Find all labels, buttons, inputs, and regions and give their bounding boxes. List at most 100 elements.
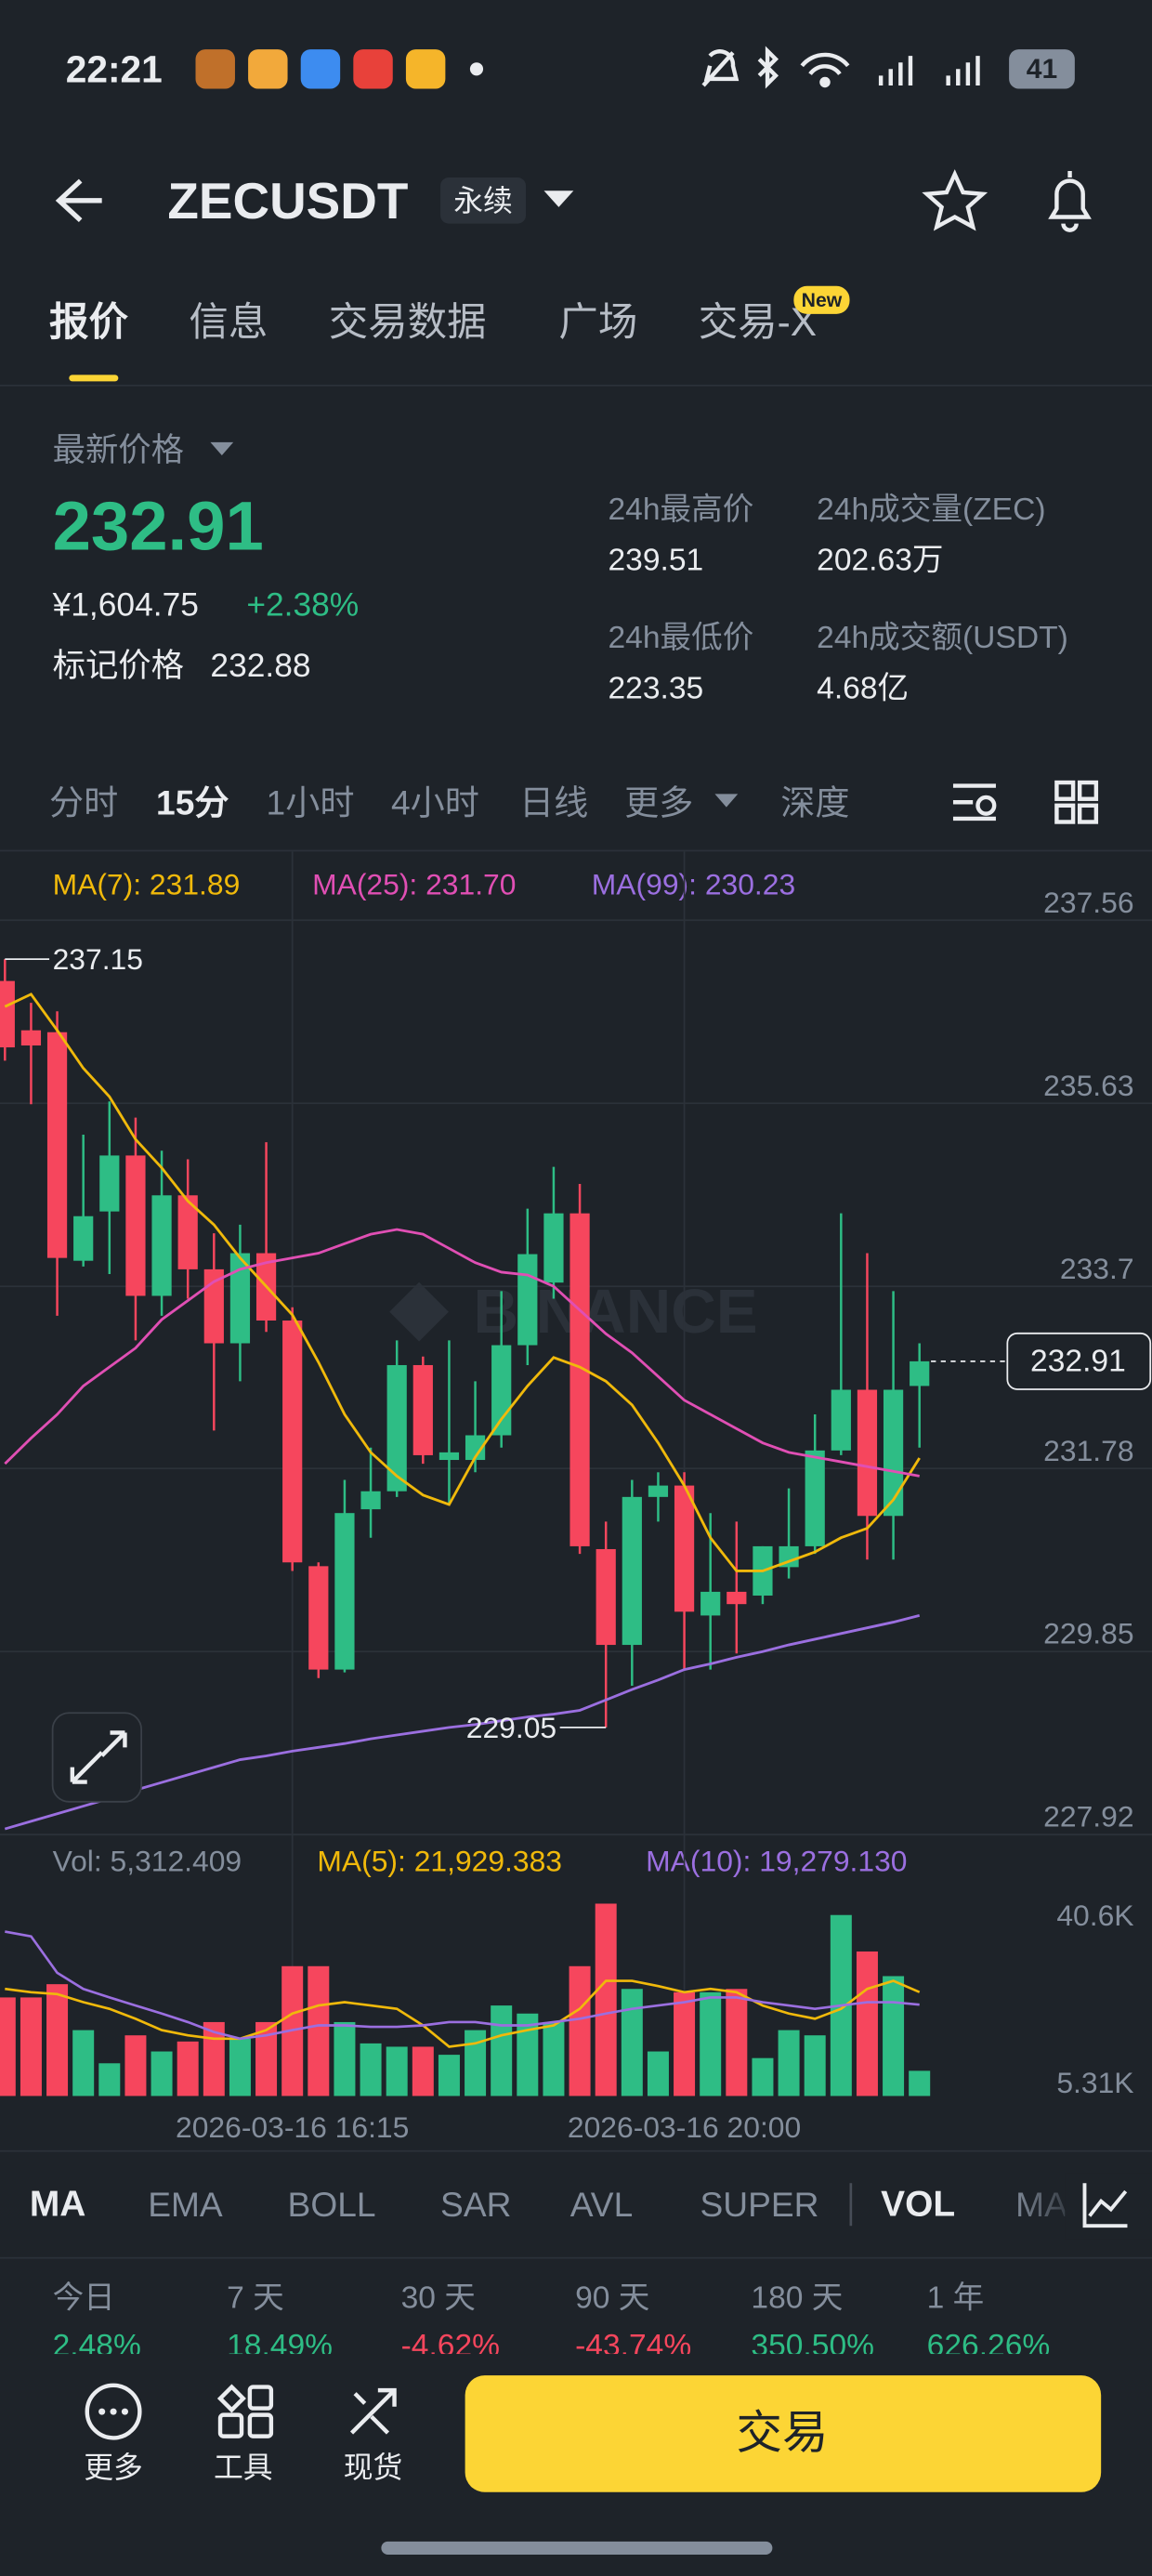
volume-tick-label: 5.31K [1056,2066,1133,2099]
interval-active[interactable]: 15分 [156,782,229,821]
interval[interactable]: 4小时 [391,782,479,821]
ma-line [4,992,921,1572]
tools-button[interactable] [216,2384,274,2438]
divider [0,384,1152,387]
tab[interactable]: 广场 [558,300,637,344]
indicator-active[interactable]: VOL [881,2185,955,2225]
volume-bar [700,1991,722,2096]
tab-indicator [69,375,119,382]
last-price-title[interactable]: 最新价格 [53,432,184,468]
volume-bar [229,2038,251,2096]
y-tick-label: 235.63 [1043,1069,1133,1102]
interval[interactable]: 日线 [519,782,588,821]
candle-body [334,1513,355,1670]
more-label[interactable]: 更多 [84,2451,143,2484]
more-button[interactable] [85,2383,142,2440]
watermark: BINANCE [473,1277,757,1347]
stat-value: 239.51 [608,544,703,578]
candle-body [203,1268,224,1344]
volume-ma-legend: MA(5): 21,929.383 [317,1844,562,1877]
indicator[interactable]: SAR [440,2185,511,2224]
candle-body [229,1253,251,1344]
ma-line [4,1228,920,1478]
candle-body [648,1485,669,1497]
volume-bar [883,1976,905,2096]
chart-settings-button[interactable] [952,783,997,821]
divider [0,2256,1152,2259]
volume-bar [752,2057,774,2096]
period-label: 180 天 [751,2281,843,2316]
volume-ma-legend: MA(10): 19,279.130 [646,1844,907,1877]
interval[interactable]: 1小时 [267,782,355,821]
battery [1009,49,1075,89]
period-value: 2.48% [53,2329,141,2363]
indicator[interactable]: BOLL [288,2185,376,2224]
volume-bar [412,2046,434,2096]
volume-bar [124,2035,147,2096]
period-label: 30 天 [401,2281,476,2316]
volume-bar [46,1984,69,2096]
period-value: 18.49% [227,2329,333,2363]
separator [849,2183,853,2227]
alert-button[interactable] [1048,170,1092,232]
stat-label: 24h成交额(USDT) [817,620,1068,655]
indicator[interactable]: SUPER [700,2185,819,2224]
candle-body [883,1389,904,1517]
y-tick-label: 227.92 [1043,1800,1133,1833]
indicator-active[interactable]: MA [30,2185,86,2225]
spot-label[interactable]: 现货 [344,2451,403,2484]
stat-value: 4.68亿 [817,671,909,706]
volume-bar [308,1965,330,2096]
tab[interactable]: 交易数据 [329,300,487,344]
volume-bar [856,1951,878,2096]
ma-legend: MA(25): 231.70 [312,868,516,901]
candle-body [0,980,15,1048]
back-button[interactable] [55,178,102,222]
plot [0,851,1152,2096]
tab-active[interactable]: 报价 [49,300,128,344]
y-tick-label: 229.85 [1043,1617,1133,1650]
trade-button[interactable] [465,2375,1102,2492]
favorite-button[interactable] [922,169,988,231]
interval[interactable]: 更多 [624,782,693,821]
tools-label[interactable]: 工具 [214,2451,273,2484]
volume-bar [72,2030,95,2096]
volume-bar [465,2030,487,2096]
volume-bar [438,2055,460,2096]
indicator[interactable]: AVL [570,2185,633,2224]
dropdown [210,441,234,456]
candle-body [700,1591,721,1616]
volume-bar [334,2021,356,2096]
volume-bar [726,1989,748,2096]
volume-bar [778,2030,800,2096]
volume-bar [177,2041,199,2096]
trade-label[interactable]: 交易 [736,2408,828,2459]
indicator[interactable]: EMA [148,2185,223,2224]
volume-bar [360,2043,382,2096]
interval[interactable]: 深度 [780,782,849,821]
candle-body [910,1360,930,1387]
volume-bar [647,2051,669,2096]
interval[interactable]: 分时 [49,782,118,821]
volume-bar [804,2035,826,2096]
period-label: 今日 [53,2280,115,2316]
last-price-label: 232.91 [1030,1344,1126,1378]
x-tick-label: 2026-03-16 16:15 [176,2110,409,2144]
symbol-dropdown[interactable] [543,191,574,207]
layout-button[interactable] [1054,780,1099,824]
tab[interactable]: 信息 [189,300,268,344]
watermark-logo [389,1281,449,1342]
expand-button[interactable] [51,1712,143,1803]
candle-body [308,1566,329,1670]
volume-bar [203,2021,225,2096]
indicator-settings[interactable] [1082,2183,1128,2228]
volume-ma-line [5,1979,921,2048]
period-value: -4.62% [401,2329,500,2363]
volume-tick-label: 40.6K [1056,1899,1133,1932]
spot-button[interactable] [349,2387,397,2435]
y-tick-label: 233.7 [1060,1252,1134,1285]
candle-body [73,1216,94,1261]
volume-bar [621,1989,643,2096]
candle-body [622,1496,642,1646]
volume-bar [595,1903,617,2096]
